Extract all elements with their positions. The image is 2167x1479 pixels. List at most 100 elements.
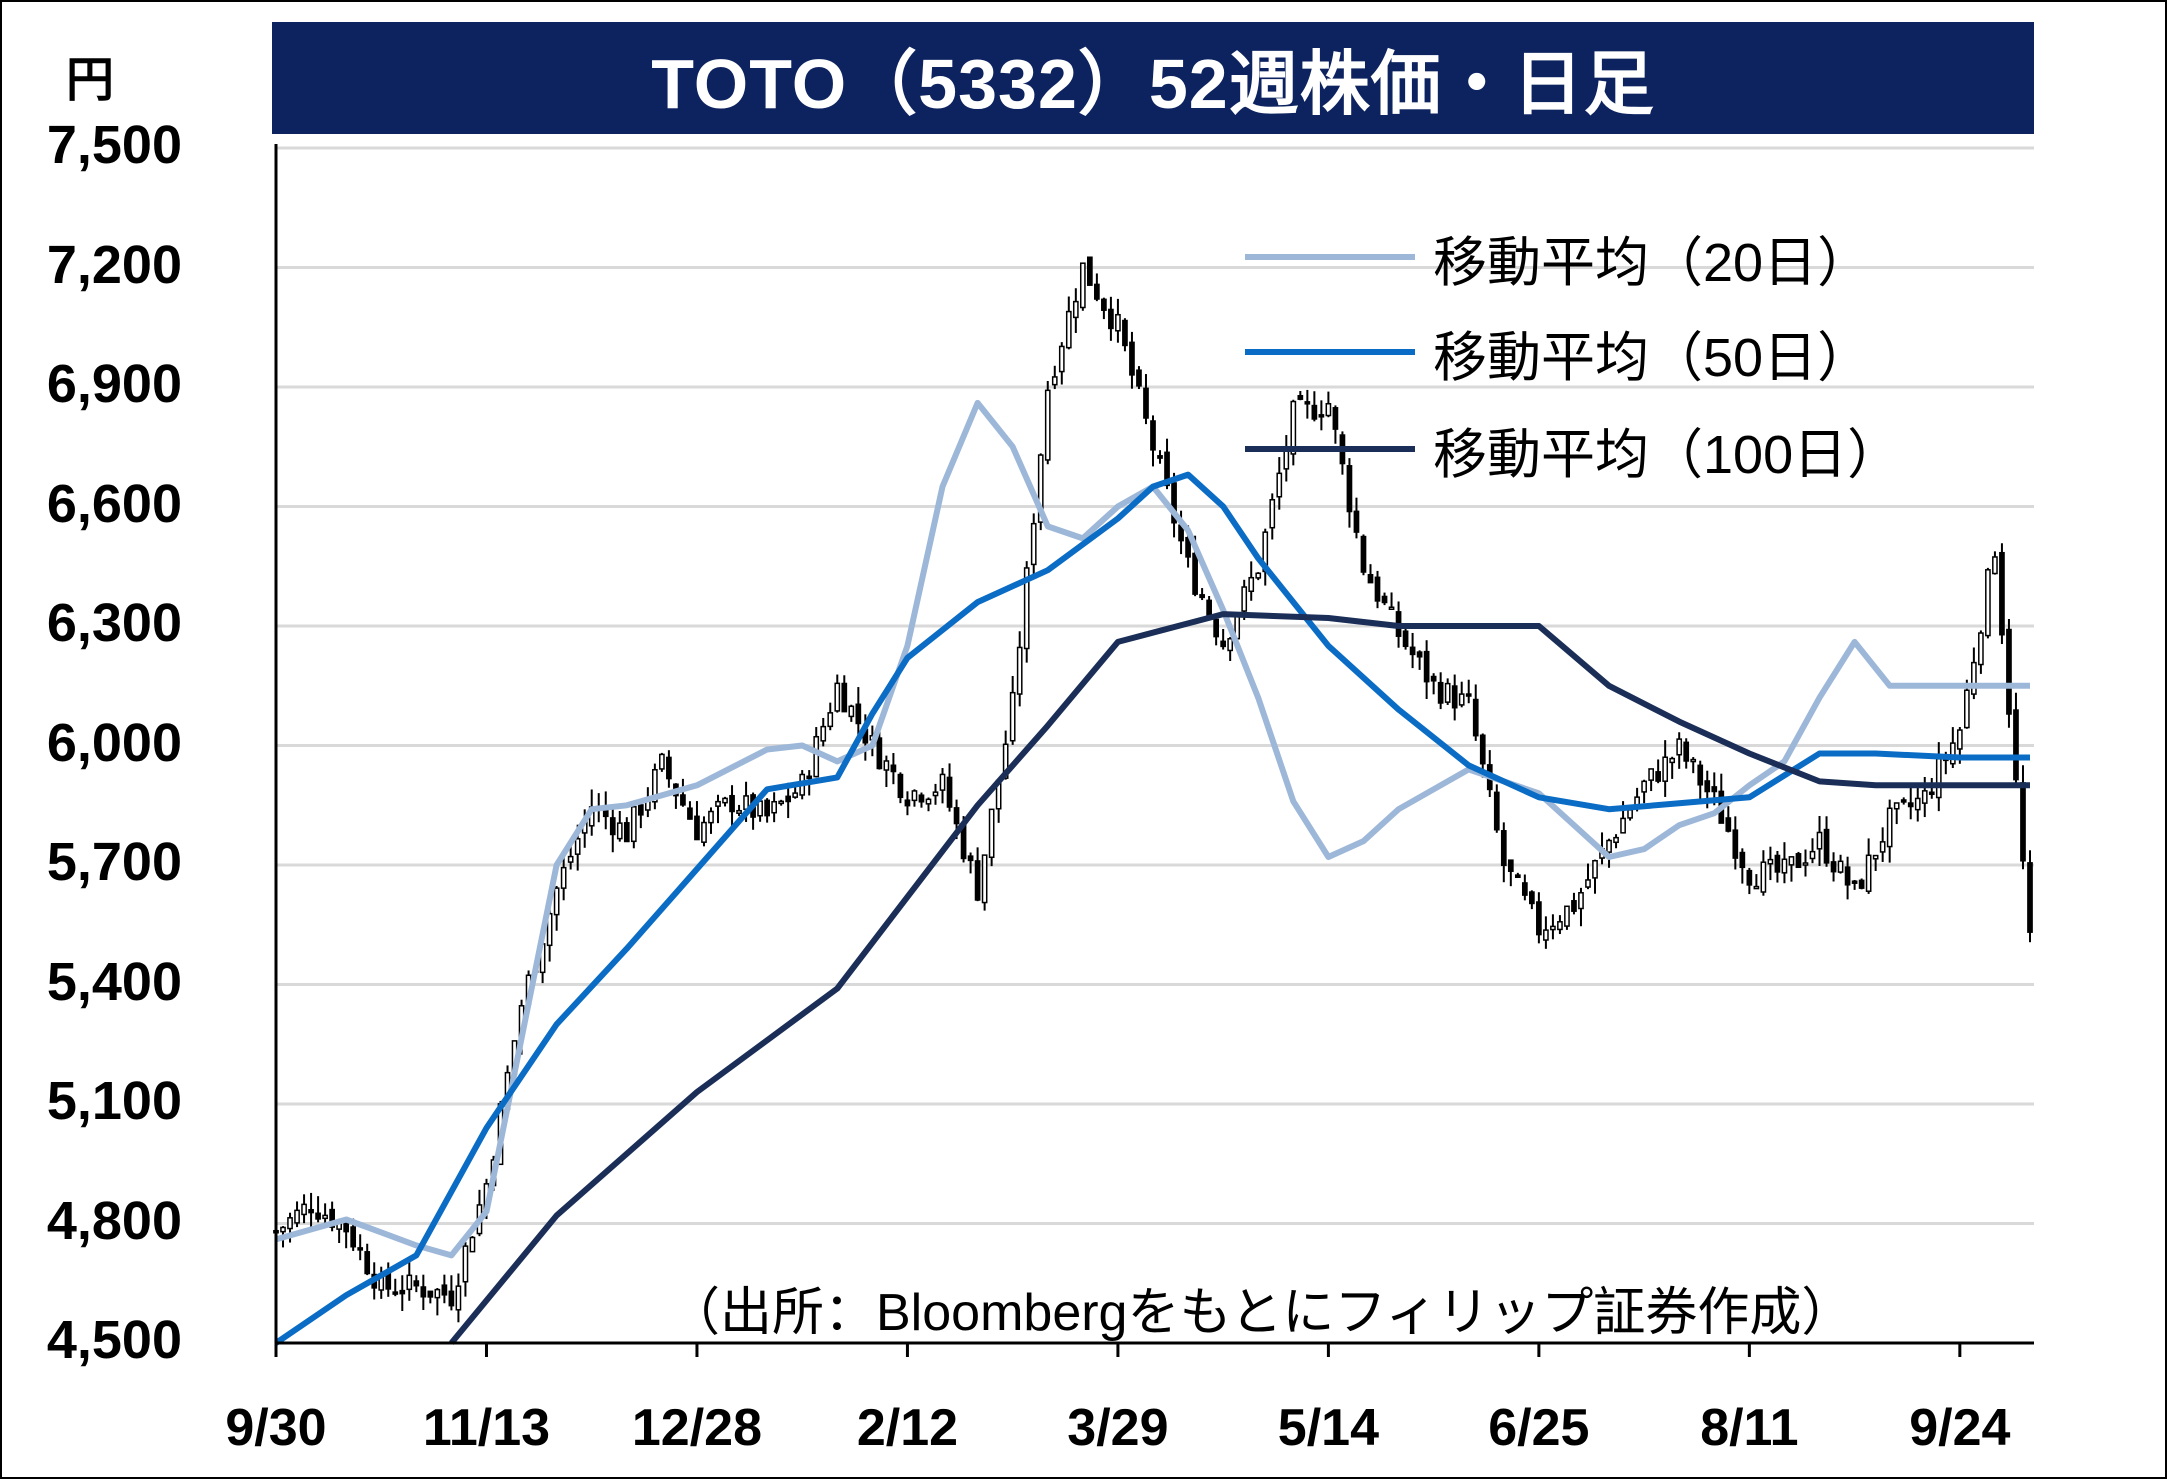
candle-body (785, 795, 792, 803)
candle (820, 717, 827, 747)
candle-body (1823, 828, 1830, 864)
candle-body (1458, 693, 1465, 706)
candle-body (1697, 764, 1704, 786)
candle (1760, 850, 1767, 896)
candle-body (1837, 860, 1844, 873)
candle (1374, 570, 1381, 609)
candle (1065, 296, 1072, 350)
candle-body (1992, 556, 1998, 575)
candle-body (413, 1280, 420, 1287)
candle (1079, 262, 1086, 311)
candle-body (1402, 630, 1409, 648)
candle (1367, 564, 1374, 584)
candle-body (1122, 319, 1128, 347)
candle-body (1964, 689, 1970, 729)
candle-body (1009, 691, 1016, 742)
candle (609, 809, 616, 853)
candle (1108, 296, 1114, 341)
candle (1564, 905, 1570, 930)
candle (1725, 806, 1732, 833)
chart-title: TOTO（5332）52週株価・日足 (272, 22, 2034, 134)
candle (1992, 551, 1998, 575)
candle-body (1051, 376, 1058, 386)
candle-body (1606, 839, 1612, 853)
x-tick-label: 6/25 (1488, 1399, 1590, 1457)
candle (434, 1288, 441, 1316)
candle (729, 785, 735, 829)
candle-body (1971, 661, 1977, 695)
x-tick-label: 9/24 (1909, 1399, 2011, 1457)
candle (1999, 543, 2005, 644)
x-tick-label: 8/11 (1700, 1399, 1799, 1457)
candle (988, 808, 995, 867)
candle-body (1367, 574, 1374, 584)
candle (1557, 915, 1563, 935)
candle (1690, 757, 1697, 774)
candle (1886, 799, 1893, 863)
candle-body (1872, 854, 1879, 860)
candle (1051, 365, 1058, 390)
candle (1550, 914, 1556, 940)
candle-body (1101, 298, 1107, 311)
candle (343, 1221, 350, 1249)
candle (1072, 288, 1079, 333)
candle (1402, 628, 1409, 650)
candle-body (1739, 851, 1746, 869)
candle-body (1978, 632, 1984, 666)
candle (1788, 856, 1795, 882)
candle (1507, 859, 1514, 887)
candle (1697, 760, 1704, 801)
candle-body (1711, 786, 1718, 793)
candle (1451, 674, 1458, 721)
candle-body (1479, 734, 1486, 765)
y-tick-label: 6,900 (46, 354, 182, 414)
candle-body (1585, 879, 1591, 888)
candle (1753, 874, 1760, 890)
candle (1500, 822, 1507, 883)
candle (1907, 787, 1914, 820)
legend-item-ma50: 移動平均（50日） (1245, 317, 1871, 388)
candle (406, 1261, 413, 1301)
candle (1136, 366, 1142, 390)
candle-body (792, 792, 799, 798)
legend-label-ma50: 移動平均（50日） (1433, 327, 1872, 388)
candle-body (2013, 709, 2019, 781)
candle (834, 674, 841, 713)
candle-body (616, 822, 623, 840)
candle (2020, 765, 2026, 870)
candle-body (1760, 861, 1767, 893)
candle (666, 750, 672, 788)
ma50-line (274, 471, 2030, 1346)
candle-body (1592, 859, 1598, 879)
grid-lines (276, 146, 2034, 1225)
candle (1732, 816, 1739, 870)
candle-body (1648, 768, 1654, 781)
candle (1514, 872, 1521, 879)
candle-body (1928, 791, 1935, 795)
candle (1641, 779, 1647, 804)
candle-body (1072, 300, 1079, 319)
candle (946, 763, 953, 812)
candle (694, 801, 700, 841)
candle (1893, 802, 1900, 825)
candle-body (687, 807, 693, 820)
candle-body (771, 800, 777, 814)
candle (560, 851, 567, 901)
candle (1879, 827, 1886, 862)
candle (1816, 815, 1823, 866)
candle-body (1578, 892, 1584, 910)
x-tick-label: 3/29 (1067, 1399, 1169, 1457)
candle-body (1529, 891, 1535, 905)
candle (778, 799, 785, 806)
candle-body (1914, 797, 1921, 811)
candle-body (455, 1285, 462, 1311)
candle-body (1507, 859, 1514, 872)
candle (427, 1290, 434, 1304)
candle-body (890, 764, 897, 773)
ma100-line (449, 611, 2030, 1345)
candle-body (1444, 682, 1451, 703)
candle-body (1557, 921, 1563, 931)
candle (630, 806, 637, 849)
